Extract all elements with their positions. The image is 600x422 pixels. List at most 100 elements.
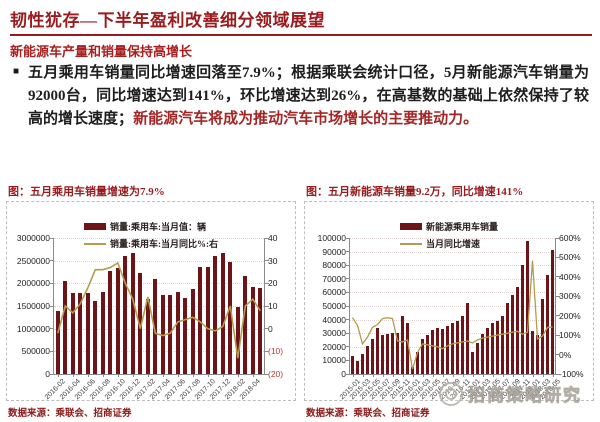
x-axis-tick-mark — [512, 374, 514, 377]
summary-text-black: 五月乘用车销量同比增速回落至7.9%；根据乘联会统计口径，5月新能源汽车销量为9… — [28, 65, 589, 127]
bar — [486, 327, 489, 374]
right-axis-tick-mark — [265, 305, 269, 307]
bar — [366, 346, 369, 374]
bar — [441, 329, 444, 374]
y-axis-tick-mark — [345, 332, 349, 334]
y-axis-tick-mark — [345, 237, 349, 239]
gridline — [54, 328, 264, 330]
bar — [426, 334, 429, 374]
right-axis-tick-mark — [556, 295, 560, 297]
x-axis-tick-mark — [552, 374, 554, 377]
bar — [386, 333, 389, 374]
x-axis-tick-mark — [502, 374, 504, 377]
watermark-text: 招商策略研究 — [468, 386, 582, 406]
bar — [391, 333, 394, 374]
y-axis-tick-mark — [345, 319, 349, 321]
gridline — [350, 292, 555, 294]
right-axis-tick-mark — [265, 350, 269, 352]
bar — [506, 302, 509, 374]
x-axis-tick-mark — [442, 374, 444, 377]
bar — [501, 316, 504, 374]
gridline — [350, 238, 555, 239]
x-axis-tick-mark — [532, 374, 534, 377]
x-axis-tick-mark — [382, 374, 384, 377]
right-axis-tick-mark — [556, 276, 560, 278]
data-source-label: 数据来源：乘联会、招商证券 — [306, 409, 430, 419]
x-axis-tick-mark — [87, 374, 89, 377]
x-axis-tick-mark — [177, 374, 179, 377]
y-axis-tick-mark — [49, 237, 53, 239]
y-axis-tick-mark — [345, 373, 349, 375]
bar — [183, 297, 188, 374]
bar — [228, 262, 233, 374]
y-axis-tick-mark — [345, 278, 349, 280]
y-axis-tick-mark — [345, 251, 349, 253]
title-divider — [10, 34, 592, 36]
y-axis-tick-mark — [49, 305, 53, 307]
bar — [471, 352, 474, 374]
bar — [205, 267, 210, 374]
x-axis-tick-mark — [422, 374, 424, 377]
x-axis-tick-mark — [102, 374, 104, 377]
right-axis-tick-mark — [265, 373, 269, 375]
bar — [160, 295, 165, 374]
right-axis-tick-label: -100% — [559, 369, 584, 379]
y-axis-tick-mark — [345, 346, 349, 348]
x-axis-tick-mark — [452, 374, 454, 377]
x-axis-tick-mark — [392, 374, 394, 377]
bar — [93, 301, 98, 374]
x-axis-tick-mark — [207, 374, 209, 377]
right-axis-tick-label: 20 — [268, 278, 278, 289]
right-axis-tick-label: 0% — [559, 349, 572, 360]
bar — [130, 252, 135, 374]
right-axis-tick-mark — [556, 334, 560, 336]
bar — [213, 256, 218, 374]
y-axis-tick-label: 500000 — [21, 346, 50, 357]
summary-text-red: 新能源汽车将成为推动汽车市场增长的主要推动力。 — [133, 111, 479, 127]
summary-paragraph: ■ 五月乘用车销量同比增速回落至7.9%；根据乘联会统计口径，5月新能源汽车销量… — [13, 62, 589, 131]
chart-legend: 新能源乘用车销量 当月同比增速 — [399, 220, 498, 250]
bar — [421, 339, 424, 374]
x-axis-tick-mark — [57, 374, 59, 377]
legend-label: 销量:乘用车:当月同比%:右 — [110, 239, 218, 249]
charts-row: 图：五月乘用车销量增速为7.9% 销量:乘用车:当月值：辆 销量:乘用车:当月同… — [6, 183, 594, 419]
y-axis-tick-label: 30000 — [322, 328, 346, 339]
bar — [138, 272, 143, 374]
plot-area: 0 500000 1000000 1500000 2000000 2500000 30000… — [17, 233, 283, 401]
bar — [551, 249, 554, 374]
bar — [456, 320, 459, 374]
yoy-line — [57, 261, 261, 359]
bar — [258, 288, 263, 374]
right-axis-tick-label: 500% — [559, 252, 581, 263]
right-axis-tick-label: 30 — [268, 255, 278, 266]
x-axis-tick-mark — [432, 374, 434, 377]
chart-box: 销量:乘用车:当月值：辆 销量:乘用车:当月同比%:右 0 500000 10000… — [6, 201, 296, 401]
bar — [431, 330, 434, 374]
y-axis-tick-mark — [49, 328, 53, 330]
bar — [168, 295, 173, 374]
bar — [396, 332, 399, 374]
chart-title: 图：五月新能源车销量9.2万，同比增速141% — [306, 186, 524, 198]
x-axis-tick-mark — [492, 374, 494, 377]
y-axis-tick-mark — [49, 260, 53, 262]
x-axis-tick-mark — [252, 374, 254, 377]
y-axis-tick-label: 60000 — [322, 287, 346, 298]
header: 韧性犹存—下半年盈利改善细分领域展望 新能源车产量和销量保持高增长 — [10, 6, 592, 60]
chart-legend: 销量:乘用车:当月值：辆 销量:乘用车:当月同比%:右 — [84, 220, 218, 250]
legend-line-swatch — [399, 242, 422, 245]
bar — [190, 289, 195, 374]
gridline — [350, 265, 555, 267]
x-axis-tick-mark — [462, 374, 464, 377]
bar — [451, 323, 454, 374]
bar — [406, 323, 409, 374]
bar — [376, 327, 379, 374]
chart-panel-new-energy-vehicles: 图：五月新能源车销量9.2万，同比增速141% 新能源乘用车销量 当月同比增速 … — [304, 183, 594, 419]
x-axis-tick-mark — [472, 374, 474, 377]
y-axis-tick-mark — [345, 359, 349, 361]
bar — [175, 291, 180, 374]
y-axis-tick-label: 50000 — [322, 301, 346, 311]
y-axis-tick-label: 20000 — [322, 341, 346, 352]
x-axis-tick-mark — [147, 374, 149, 377]
bar — [461, 316, 464, 374]
